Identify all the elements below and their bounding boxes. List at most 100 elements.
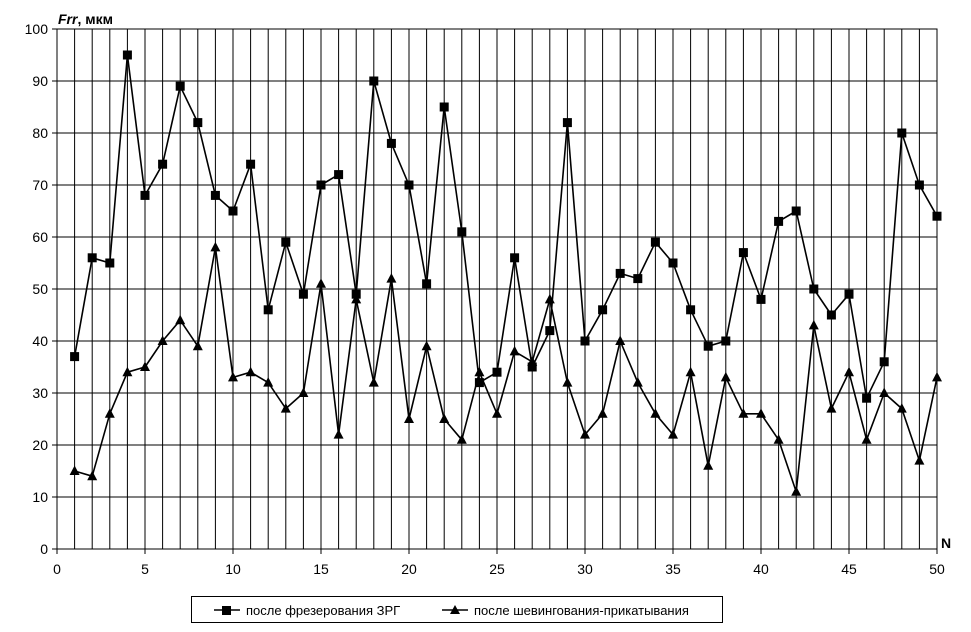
data-point-triangle	[280, 403, 291, 413]
y-tick-label: 20	[32, 437, 48, 453]
data-point-triangle	[703, 460, 714, 470]
data-point-triangle	[316, 278, 326, 288]
data-point-square	[246, 159, 256, 169]
x-tick-label: 10	[225, 561, 241, 577]
y-tick-label: 80	[32, 125, 48, 141]
legend-item-shaving: после шевингования-прикатывания	[442, 603, 689, 618]
data-point-triangle	[87, 470, 98, 481]
data-point-triangle	[685, 366, 696, 377]
data-point-triangle	[69, 465, 80, 475]
data-point-square	[439, 102, 449, 112]
data-point-triangle	[914, 455, 925, 465]
data-point-square	[668, 258, 678, 268]
data-point-triangle	[738, 408, 749, 418]
data-point-triangle	[826, 403, 837, 413]
y-tick-label: 60	[32, 229, 48, 245]
data-point-triangle	[404, 413, 414, 423]
legend-label-shaving: после шевингования-прикатывания	[474, 603, 689, 618]
data-point-triangle	[192, 340, 203, 351]
data-point-square	[774, 216, 784, 226]
x-tick-label: 0	[53, 561, 61, 577]
data-point-square	[862, 393, 872, 403]
data-point-triangle	[808, 319, 819, 330]
data-point-triangle	[844, 366, 854, 377]
y-axis-label-unit: , мкм	[77, 11, 113, 27]
data-point-triangle	[527, 356, 538, 366]
y-tick-label: 90	[32, 73, 48, 89]
data-point-triangle	[245, 366, 256, 377]
series-1	[70, 50, 942, 403]
data-point-triangle	[562, 377, 573, 387]
data-point-triangle	[439, 413, 450, 423]
legend-square-marker	[222, 606, 231, 615]
y-tick-label: 50	[32, 281, 48, 297]
y-tick-label: 10	[32, 489, 48, 505]
data-point-square	[562, 118, 572, 128]
data-point-square	[914, 180, 924, 190]
data-point-triangle	[720, 371, 731, 382]
series-line	[73, 54, 938, 400]
data-point-square	[369, 76, 379, 86]
data-point-square	[545, 326, 555, 336]
data-point-triangle	[668, 429, 678, 439]
data-point-triangle	[228, 371, 238, 382]
data-point-square	[122, 50, 132, 60]
data-point-triangle	[140, 361, 150, 371]
x-tick-label: 45	[841, 561, 857, 577]
data-point-square	[879, 357, 889, 367]
data-point-square	[738, 248, 748, 258]
x-tick-label: 50	[929, 561, 945, 577]
x-tick-label: 35	[665, 561, 681, 577]
data-point-triangle	[632, 377, 643, 387]
data-point-triangle	[298, 387, 309, 397]
series-line	[74, 246, 938, 493]
data-point-triangle	[932, 371, 942, 382]
data-point-triangle	[157, 335, 168, 345]
data-point-triangle	[456, 434, 467, 444]
data-point-triangle	[421, 340, 432, 351]
x-tick-label: 20	[401, 561, 417, 577]
data-point-triangle	[879, 387, 890, 397]
legend: после фрезерования ЗРГ после шевинговани…	[191, 596, 723, 623]
data-point-square	[228, 206, 238, 216]
data-point-square	[105, 258, 115, 268]
data-point-square	[87, 253, 97, 263]
data-point-square	[650, 237, 660, 247]
data-point-square	[703, 341, 713, 351]
data-point-triangle	[861, 434, 872, 444]
data-point-triangle	[351, 293, 362, 304]
data-point-square	[334, 170, 344, 180]
data-point-square	[158, 159, 168, 169]
data-point-square	[826, 310, 836, 320]
x-axis-ticks: 0 5 10 15 20 25 30 35 40 45 50	[53, 549, 945, 577]
legend-item-milling: после фрезерования ЗРГ	[214, 603, 400, 618]
data-point-triangle	[650, 408, 661, 418]
y-tick-label: 70	[32, 177, 48, 193]
x-tick-label: 15	[313, 561, 329, 577]
data-point-triangle	[597, 408, 608, 418]
x-tick-label: 30	[577, 561, 593, 577]
data-point-square	[809, 284, 819, 294]
data-point-square	[281, 237, 291, 247]
data-point-square	[756, 294, 766, 304]
y-tick-label: 0	[40, 541, 48, 557]
series-2	[69, 241, 942, 496]
y-axis-ticks: 0 10 20 30 40 50 60 70 80 90 100	[25, 21, 57, 557]
data-point-square	[70, 352, 80, 362]
data-point-triangle	[386, 273, 397, 283]
data-point-square	[844, 289, 854, 299]
x-tick-label: 5	[141, 561, 149, 577]
data-point-triangle	[544, 293, 555, 304]
data-point-triangle	[104, 408, 115, 418]
data-point-square	[932, 211, 942, 221]
data-point-square	[404, 180, 414, 190]
data-point-triangle	[122, 366, 133, 377]
data-point-square	[686, 305, 696, 315]
data-point-triangle	[580, 429, 590, 439]
data-point-triangle	[509, 345, 520, 356]
data-point-triangle	[773, 434, 784, 444]
y-tick-label: 40	[32, 333, 48, 349]
data-point-square	[721, 336, 731, 346]
data-point-square	[633, 274, 643, 284]
